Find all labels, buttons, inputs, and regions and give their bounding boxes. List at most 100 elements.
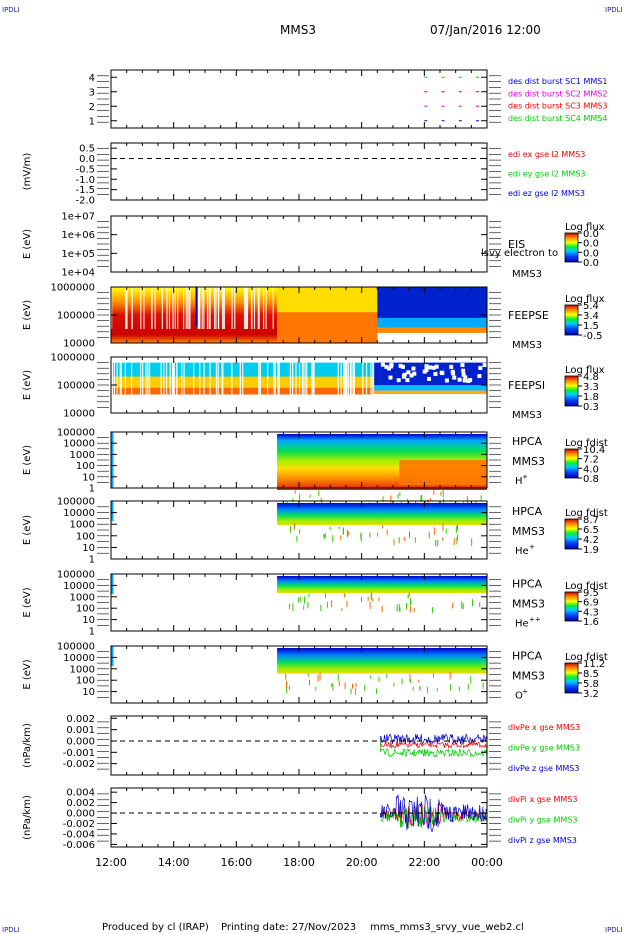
data-gap bbox=[199, 287, 201, 329]
y-tick-label: 100000 bbox=[57, 497, 95, 508]
data-gap bbox=[412, 371, 417, 376]
data-gap bbox=[198, 287, 200, 329]
spectrogram-speck bbox=[432, 673, 434, 678]
y-tick-label: 2 bbox=[89, 102, 95, 113]
data-gap bbox=[113, 357, 115, 397]
spectrogram-speck bbox=[456, 537, 458, 545]
colorbar bbox=[564, 304, 579, 336]
panel-content bbox=[380, 733, 488, 758]
spectrogram-speck bbox=[292, 498, 294, 503]
colorbar bbox=[564, 591, 579, 622]
spectrogram-speck bbox=[399, 492, 401, 497]
y-tick-label: 10 bbox=[82, 615, 95, 626]
y-tick-label: 1000000 bbox=[50, 353, 95, 364]
spectrogram-speck bbox=[323, 534, 325, 538]
spectrogram-speck bbox=[408, 531, 410, 539]
panel-frame bbox=[110, 142, 488, 201]
data-gap bbox=[185, 287, 187, 329]
y-tick-label: -0.004 bbox=[63, 829, 95, 840]
data-gap bbox=[463, 375, 468, 380]
spectrogram-speck bbox=[372, 598, 374, 602]
y-axis-label: E (eV) bbox=[22, 445, 33, 475]
spectrogram-speck bbox=[309, 494, 311, 498]
legend-entry: divPe z gse MMS3 bbox=[508, 764, 579, 773]
data-gap bbox=[257, 287, 259, 329]
data-gap bbox=[427, 376, 432, 381]
colorbar-title: Log fdist bbox=[565, 652, 608, 663]
spectrogram-speck bbox=[456, 523, 458, 531]
data-gap bbox=[428, 365, 433, 370]
colorbar-title: Log fdist bbox=[565, 438, 608, 449]
spectrogram-speck bbox=[364, 684, 366, 692]
spectrogram-speck bbox=[414, 537, 416, 543]
data-gap bbox=[409, 373, 414, 378]
y-axis-label: E (eV) bbox=[22, 587, 33, 617]
spectrogram-speck bbox=[437, 539, 439, 547]
spectrogram-speck bbox=[286, 685, 288, 694]
data-gap bbox=[259, 357, 261, 397]
spectrogram-speck bbox=[307, 601, 309, 609]
data-gap bbox=[352, 357, 355, 397]
spectrogram-speck bbox=[338, 526, 340, 530]
data-gap bbox=[424, 364, 429, 369]
colorbar bbox=[564, 448, 579, 479]
spectrogram-speck bbox=[307, 673, 309, 677]
colorbar-tick-label: 8.5 bbox=[583, 669, 599, 680]
data-gap bbox=[181, 357, 183, 397]
spectrogram-speck bbox=[375, 688, 377, 694]
data-gap bbox=[209, 357, 211, 397]
spectrogram-speck bbox=[436, 687, 438, 692]
spectrogram-speck bbox=[429, 498, 431, 502]
data-gap bbox=[372, 357, 374, 397]
colorbar-tick-label: 1.9 bbox=[583, 545, 599, 556]
spacecraft-title: MMS3 bbox=[280, 23, 316, 37]
time-axis: 12:00 14:00 16:00 18:00 20:00 22:00 00:00 bbox=[95, 856, 503, 869]
y-axis-label: (mV/m) bbox=[22, 153, 33, 191]
x-tick-label: 16:00 bbox=[220, 856, 252, 869]
spectrogram-speck bbox=[393, 539, 395, 546]
data-gap bbox=[258, 357, 260, 397]
spectrogram-speck bbox=[296, 535, 298, 542]
y-tick-label: 1 bbox=[89, 555, 95, 566]
colorbar bbox=[564, 662, 579, 694]
spectrogram-speck bbox=[297, 597, 299, 603]
instrument-label: FEEPSE bbox=[508, 309, 549, 322]
data-gap bbox=[203, 287, 205, 329]
data-gap bbox=[292, 357, 294, 397]
spectrogram-speck bbox=[457, 534, 459, 541]
spectrogram-late-mid bbox=[377, 317, 487, 329]
y-axis-label: (nPa/km) bbox=[22, 795, 33, 840]
colorbar-tick-label: 0.3 bbox=[583, 402, 599, 413]
species-label: He bbox=[515, 546, 529, 557]
data-gap bbox=[340, 357, 342, 397]
spectrogram-speck bbox=[337, 674, 339, 681]
panel-content bbox=[424, 76, 480, 122]
data-gap bbox=[231, 357, 233, 397]
instrument-label: HPCA bbox=[512, 435, 543, 448]
charge-label: + bbox=[522, 473, 528, 481]
spectrogram-speck bbox=[440, 491, 442, 496]
panel-content bbox=[380, 794, 488, 832]
colorbar bbox=[564, 375, 579, 407]
spectrogram-hot bbox=[399, 460, 487, 486]
data-gap bbox=[140, 357, 142, 397]
spectrogram-speck bbox=[442, 537, 444, 541]
data-gap bbox=[450, 369, 455, 374]
spectrogram-start bbox=[111, 501, 114, 522]
data-gap bbox=[111, 357, 113, 397]
y-tick-label: 1000000 bbox=[50, 283, 95, 294]
spacecraft-label: MMS3 bbox=[512, 410, 542, 421]
data-gap bbox=[160, 357, 162, 397]
spectrogram-speck bbox=[378, 597, 380, 601]
spectrogram-speck bbox=[285, 673, 287, 680]
spectrogram-speck bbox=[403, 537, 405, 541]
spectrogram-speck bbox=[420, 495, 422, 501]
spectrogram-speck bbox=[398, 603, 400, 611]
spectrogram-speck bbox=[381, 605, 383, 613]
spectrogram-speck bbox=[346, 601, 348, 608]
panel-content bbox=[111, 574, 487, 613]
footer-produced-by: Produced by cl (IRAP) bbox=[102, 922, 209, 933]
